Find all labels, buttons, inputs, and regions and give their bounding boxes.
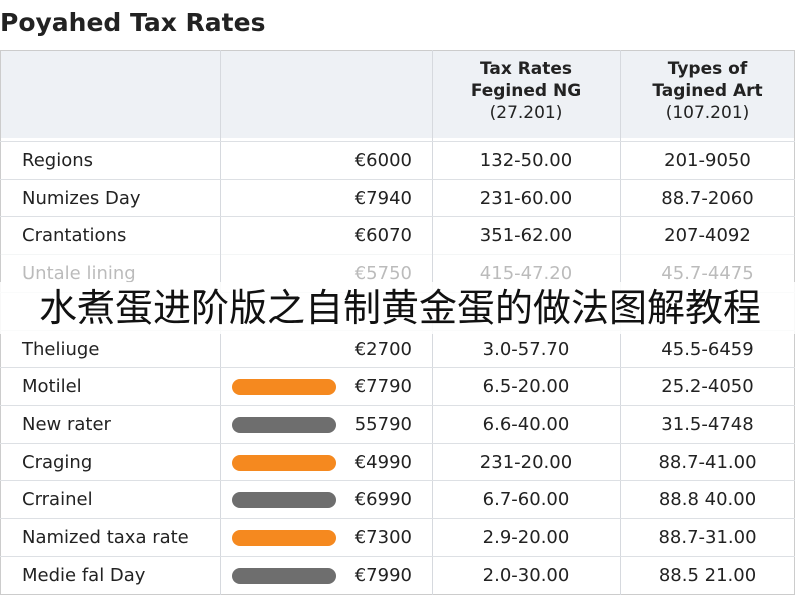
cell: 415-47.20 xyxy=(479,263,573,285)
header-row xyxy=(0,50,795,138)
status-pill xyxy=(232,492,336,509)
cell: Untale lining xyxy=(22,263,136,285)
table-row: Motilel €7790 6.5-20.00 25.2-4050 xyxy=(0,367,795,405)
column-header: Tax Rates Fegined NG (27.201) xyxy=(432,58,620,124)
cell: 88.5 21.00 xyxy=(658,564,757,586)
cell: Crantations xyxy=(22,225,127,247)
header-line: Tax Rates xyxy=(479,59,573,79)
cell: 55790 xyxy=(354,413,412,435)
cell: 88.7-2060 xyxy=(661,187,754,209)
cell: 6.6-40.00 xyxy=(482,413,570,435)
cell: 45.7-4475 xyxy=(661,263,754,285)
cell: €7300 xyxy=(354,527,412,548)
cell: 207-4092 xyxy=(664,225,751,247)
cell: 3.0-57.70 xyxy=(482,338,570,360)
title: Poyahed Tax Rates xyxy=(0,8,266,37)
header-line: Tagined Art xyxy=(652,81,763,101)
cell: Theliuge xyxy=(22,338,100,360)
cell: €6990 xyxy=(354,489,412,511)
cell: Crrainel xyxy=(22,489,93,511)
cell: €5750 xyxy=(354,263,412,285)
table-row: Craging €4990 231-20.00 88.7-41.00 xyxy=(0,442,795,481)
status-pill xyxy=(232,454,336,471)
table-row: Theliuge €2700 3.0-57.70 45.5-6459 xyxy=(0,329,795,368)
cell: 231-60.00 xyxy=(479,187,573,209)
cell: 231-20.00 xyxy=(479,451,573,473)
cell: 2.0-30.00 xyxy=(482,564,570,586)
table-row: Namized taxa rate €7300 2.9-20.00 88.7-31.0… xyxy=(0,518,795,556)
cell: Motilel xyxy=(22,376,82,398)
cell: €2700 xyxy=(354,338,412,360)
table-row: Crrainel €6990 6.7-60.00 88.8 40.00 xyxy=(0,480,795,518)
table-row: Regions €6000 132-50.00 201-9050 xyxy=(0,141,795,179)
cell: New rater xyxy=(22,413,111,435)
cell: €4990 xyxy=(354,451,412,473)
cell: 88.7-31.00 xyxy=(658,527,757,548)
cell: 88.8 40.00 xyxy=(658,489,757,511)
cell: 6.7-60.00 xyxy=(482,489,570,511)
status-pill xyxy=(232,530,336,546)
table-row: Untale lining €5750 415-47.20 45.7-4475 xyxy=(0,254,795,292)
cell: €6000 xyxy=(354,150,412,171)
table-row: Medie fal Day €7990 2.0-30.00 88.5 21.00 xyxy=(0,555,795,594)
cell: Craging xyxy=(22,451,93,473)
table-row: Crantations €6070 351-62.00 207-4092 xyxy=(0,216,795,254)
cell: €7940 xyxy=(354,187,412,209)
cell: Medie fal Day xyxy=(22,564,146,586)
cell: 88.7-41.00 xyxy=(658,451,757,473)
cell: 25.2-4050 xyxy=(661,376,754,398)
status-pill xyxy=(232,379,336,396)
header-line: Fegined NG xyxy=(470,81,582,101)
cell: Numizes Day xyxy=(22,187,141,209)
status-pill xyxy=(232,567,336,584)
cell: €7990 xyxy=(354,564,412,586)
status-pill xyxy=(232,416,336,433)
cell: €6070 xyxy=(354,225,412,247)
header-line: (27.201) xyxy=(489,103,563,123)
header-line: Types of xyxy=(667,59,748,79)
cell: 201-9050 xyxy=(664,150,751,171)
table-row: New rater 55790 6.6-40.00 31.5-4748 xyxy=(0,404,795,443)
overlay-caption: 水煮蛋进阶版之自制黄金蛋的做法图解教程 xyxy=(0,282,800,334)
cell: Regions xyxy=(22,150,93,171)
table-row: Numizes Day €7940 231-60.00 88.7-2060 xyxy=(0,178,795,217)
cell: 6.5-20.00 xyxy=(482,376,570,398)
cell: 31.5-4748 xyxy=(661,413,754,435)
cell: Namized taxa rate xyxy=(22,527,189,548)
cell: 351-62.00 xyxy=(479,225,573,247)
cell: 45.5-6459 xyxy=(661,338,754,360)
cell: 2.9-20.00 xyxy=(482,527,570,548)
header-line: (107.201) xyxy=(665,103,750,123)
cell: 132-50.00 xyxy=(479,150,573,171)
column-header: Types of Tagined Art (107.201) xyxy=(620,58,795,124)
cell: €7790 xyxy=(354,376,412,398)
